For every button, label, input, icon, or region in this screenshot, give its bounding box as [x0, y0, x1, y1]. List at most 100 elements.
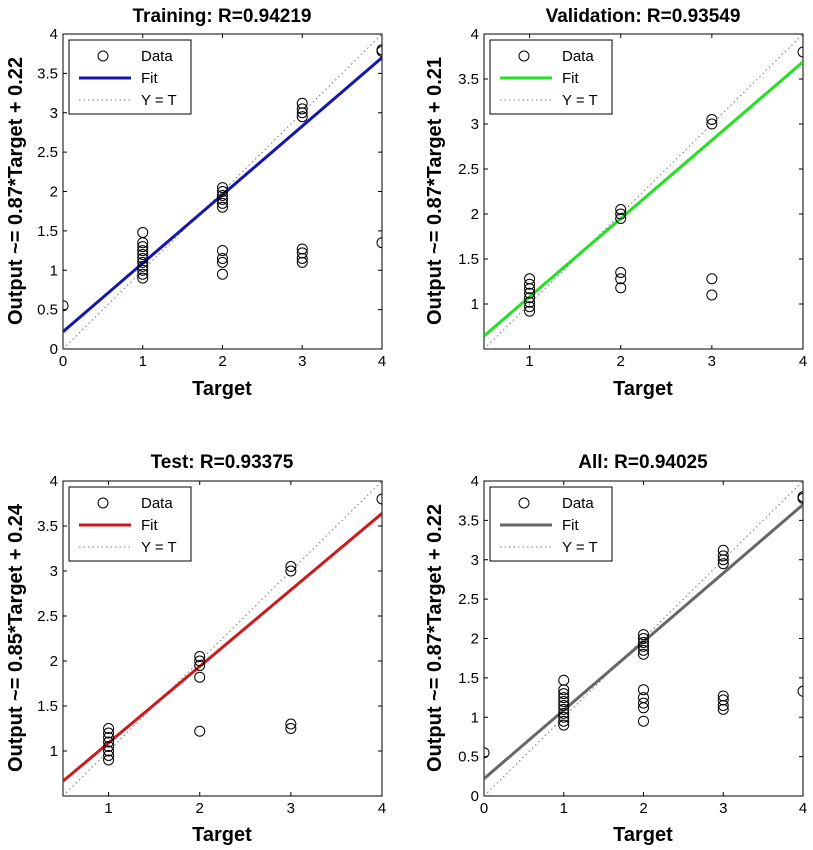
data-point: [137, 249, 149, 260]
data-point: [194, 725, 206, 737]
data-point: [217, 201, 228, 213]
x-tick-label: 3: [298, 353, 306, 370]
fit-line: [484, 60, 803, 338]
data-point: [137, 256, 149, 268]
y-tick-label: 2.5: [37, 144, 58, 161]
x-tick-label: 1: [560, 800, 568, 817]
data-point: [217, 193, 228, 205]
data-point: [296, 111, 308, 123]
legend-entry: Y = T: [562, 92, 598, 109]
data-point: [615, 213, 627, 224]
y-tick-label: 3: [50, 563, 58, 580]
plot-area: [63, 34, 382, 349]
y-tick-label: 2.5: [37, 608, 58, 625]
y-tick-label: 1: [50, 262, 58, 279]
data-point: [638, 684, 649, 696]
data-point: [558, 699, 570, 711]
data-point: [217, 245, 228, 257]
y-tick-label: 0: [50, 341, 58, 358]
legend-entry: Data: [141, 48, 173, 65]
data-point: [103, 745, 115, 757]
legend-entry: Fit: [562, 517, 579, 534]
y-tick-label: 1.5: [458, 251, 479, 268]
data-point: [296, 243, 308, 255]
data-point: [296, 103, 308, 115]
legend: Data Fit Y = T: [489, 486, 613, 562]
data-point: [638, 633, 649, 644]
panel-title: Validation: R=0.93549: [546, 6, 741, 27]
data-point: [615, 273, 627, 285]
y-axis-label: Output ~= 0.85*Target + 0.24: [5, 503, 27, 772]
y-tick-label: 3.5: [37, 518, 58, 535]
legend-entry: Fit: [141, 517, 158, 534]
y-tick-label: 0.5: [458, 749, 479, 766]
data-point: [717, 694, 729, 706]
data-point: [615, 267, 627, 278]
legend-entry: Fit: [562, 70, 579, 87]
data-point: [558, 715, 570, 727]
legend-entry: Data: [562, 495, 594, 512]
data-point: [103, 741, 115, 752]
data-point: [638, 648, 649, 660]
data-point: [217, 256, 228, 268]
data-point: [296, 107, 308, 119]
x-tick-label: 4: [378, 353, 386, 370]
data-point: [137, 226, 149, 238]
legend-data-marker: [97, 497, 109, 509]
y-axis-label: Output ~= 0.87*Target + 0.22: [5, 57, 27, 325]
plot-area: [484, 481, 803, 796]
panel-title: Test: R=0.93375: [151, 452, 294, 473]
data-point: [103, 754, 115, 766]
data-point: [797, 685, 803, 697]
y-tick-label: 1: [471, 296, 479, 313]
y-tick-label: 4: [471, 473, 479, 490]
x-tick-label: 0: [480, 800, 488, 817]
panel-all: All: R=0.94025 Target Output ~= 0.87*Tar…: [424, 452, 807, 846]
y-tick-label: 3.5: [458, 71, 479, 88]
data-point: [137, 264, 149, 276]
data-point: [524, 292, 536, 304]
data-point: [103, 727, 115, 739]
y-tick-label: 2: [471, 631, 479, 648]
legend-entry: Y = T: [141, 539, 177, 556]
x-axis-label: Target: [613, 378, 673, 400]
y-tick-label: 4: [50, 26, 58, 43]
data-point: [558, 696, 570, 707]
data-point: [558, 711, 570, 723]
legend-entry: Y = T: [562, 539, 598, 556]
data-point: [137, 268, 149, 280]
data-point: [706, 289, 718, 301]
data-point: [558, 707, 570, 719]
data-point: [217, 186, 228, 197]
y-tick-label: 2.5: [458, 591, 479, 608]
y-tick-label: 0.5: [37, 302, 58, 319]
identity-line: [484, 481, 803, 796]
data-point: [638, 715, 649, 727]
data-point: [103, 750, 115, 761]
data-point: [285, 718, 297, 730]
y-tick-label: 2: [50, 653, 58, 670]
x-axis-label: Target: [192, 824, 252, 846]
data-point: [285, 723, 297, 734]
data-point: [137, 245, 149, 257]
data-point: [376, 493, 382, 505]
data-point: [638, 697, 649, 709]
data-point: [717, 550, 729, 562]
x-tick-label: 3: [719, 800, 727, 817]
data-point: [717, 703, 729, 715]
data-point: [717, 690, 729, 702]
data-point: [524, 305, 536, 317]
data-point: [194, 671, 206, 683]
x-tick-label: 4: [799, 800, 807, 817]
data-point: [217, 252, 228, 264]
panel-training: Training: R=0.94219 Target Output ~= 0.8…: [5, 6, 386, 400]
y-tick-label: 4: [471, 26, 479, 43]
data-point: [706, 118, 718, 130]
data-point: [558, 719, 570, 731]
data-point: [524, 296, 536, 308]
x-tick-label: 1: [525, 353, 533, 370]
data-point: [103, 723, 115, 734]
panel-test: Test: R=0.93375 Target Output ~= 0.85*Ta…: [5, 452, 386, 846]
x-tick-label: 4: [799, 353, 807, 370]
fit-line: [63, 512, 382, 783]
